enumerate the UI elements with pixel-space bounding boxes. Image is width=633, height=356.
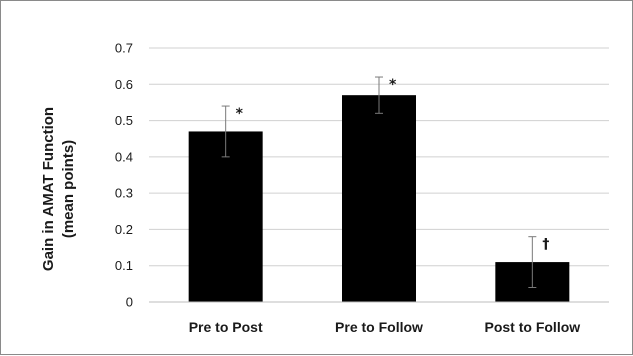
y-tick-label: 0: [126, 295, 133, 310]
y-tick-label: 0.4: [115, 149, 133, 164]
category-label: Pre to Follow: [335, 319, 423, 335]
y-tick-label: 0.3: [115, 186, 133, 201]
y-tick-label: 0.7: [115, 41, 133, 56]
y-axis-label-line-2: (mean points): [60, 140, 77, 238]
bar: [342, 95, 416, 303]
y-axis-label-line-1: Gain in AMAT Function: [40, 107, 57, 271]
y-tick-labels: 0 0.1 0.2 0.3 0.4 0.5 0.6 0.7: [115, 41, 133, 310]
significance-mark: *: [236, 106, 244, 122]
error-bars: [221, 76, 537, 288]
category-label: Pre to Post: [189, 319, 263, 335]
category-labels: Pre to Post Pre to Follow Post to Follow: [189, 319, 581, 335]
category-label: Post to Follow: [485, 319, 581, 335]
significance-mark: *: [389, 77, 397, 93]
bars: [188, 95, 570, 303]
y-tick-label: 0.6: [115, 77, 133, 92]
y-tick-label: 0.5: [115, 113, 133, 128]
bar: [188, 131, 263, 302]
significance-marks: * * †: [236, 77, 550, 253]
y-tick-label: 0.1: [115, 258, 133, 273]
significance-mark: †: [542, 237, 549, 253]
y-tick-label: 0.2: [115, 222, 133, 237]
